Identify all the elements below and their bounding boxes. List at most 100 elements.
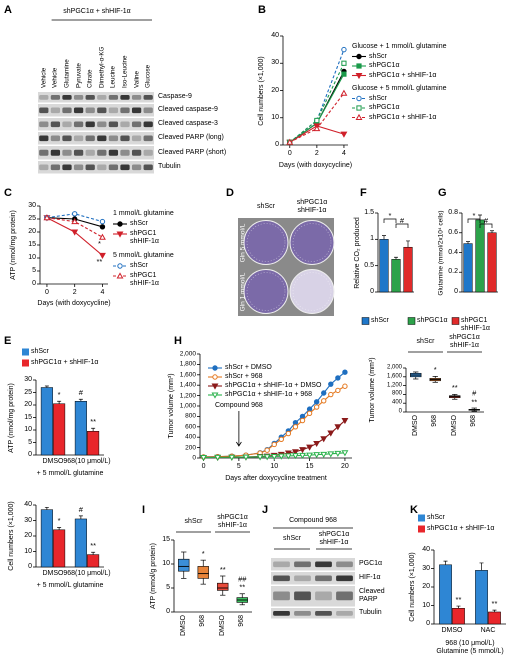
blot-band (85, 164, 95, 171)
x-tick-label: DMSO (42, 570, 64, 577)
plate (243, 220, 289, 265)
legend-title: 5 mmol/L glutamine (113, 252, 174, 259)
lane-label: Glutamine (63, 59, 71, 88)
y-tick-label: 0.4 (448, 248, 458, 256)
legend-title: 1 mmol/L glutamine (113, 210, 174, 217)
blot-band (131, 164, 142, 171)
marker (263, 454, 271, 461)
x-tick-label: 2 (72, 289, 77, 296)
blot-band (108, 149, 119, 156)
bar (463, 243, 473, 293)
lane-label: Vehicle (40, 67, 48, 88)
x-tick-label: DMSO (218, 615, 226, 636)
legend-label: shPGC1α + shHIF-1α (369, 71, 437, 79)
x-tick-label: 15 (305, 463, 314, 470)
significance: * (433, 365, 437, 375)
blot-strip (271, 572, 355, 585)
y-tick-label: 0.6 (448, 228, 458, 236)
significance: * (201, 548, 205, 558)
panel-label: A (4, 4, 12, 16)
marker (98, 252, 106, 260)
error-bar (382, 235, 386, 240)
marker (335, 375, 341, 381)
legend-label: shScr (427, 514, 445, 521)
blot-band (143, 107, 153, 114)
blot-band (50, 107, 61, 114)
error-bar (91, 551, 96, 555)
x-tick-label: 968 (238, 615, 246, 627)
y-tick-label: 200 (185, 443, 196, 451)
marker (342, 369, 348, 375)
marker (299, 447, 306, 454)
marker (313, 440, 321, 448)
blot-band (336, 561, 353, 568)
y-tick-label: 10 (24, 547, 32, 555)
blot-band (120, 95, 130, 100)
blot-band (131, 135, 142, 142)
significance: * (97, 238, 101, 248)
blot-band (39, 164, 49, 171)
column-label: shPGC1α shHIF-1α (296, 199, 328, 214)
y-tick-label: 10 (271, 113, 279, 121)
blot-band (97, 121, 107, 128)
significance: ** (90, 417, 97, 426)
row-label: Cleaved PARP (short) (158, 148, 227, 156)
panel-label: K (410, 504, 418, 516)
marker (340, 89, 348, 96)
marker (314, 117, 320, 124)
y-tick-label: 0 (192, 454, 196, 462)
legend-label: shScr (371, 317, 389, 324)
marker (335, 387, 341, 394)
y-tick-label: 15 (28, 241, 36, 248)
blot-band (336, 591, 353, 601)
y-tick-label: 10 (422, 601, 430, 609)
x-tick-label: 968 (431, 415, 439, 427)
x-tick-label: 0 (201, 463, 206, 470)
marker (313, 404, 320, 410)
y-tick-label: 20 (24, 401, 32, 408)
significance: ** (455, 594, 462, 604)
blot-band (62, 164, 72, 171)
error-bar (479, 562, 484, 571)
annotation-arrow (236, 411, 242, 447)
legend-label: shScr (369, 52, 387, 60)
error-bar (57, 400, 62, 404)
blot-band (73, 107, 84, 114)
y-tick-label: 30 (24, 516, 32, 524)
line (46, 213, 103, 223)
significance: * (472, 210, 476, 220)
blot-band (143, 164, 153, 171)
legend-marker (355, 73, 363, 80)
y-tick-label: 1.5 (364, 209, 374, 216)
legend-marker (355, 113, 363, 120)
x-tick-label: 2 (314, 150, 319, 157)
blot-band (39, 149, 49, 156)
blot-band (97, 95, 107, 100)
marker (321, 390, 327, 396)
bar (379, 239, 389, 293)
legend-label: shScr (130, 262, 148, 269)
lane-label: Pyruvate (74, 63, 82, 88)
y-tick-label: 0 (454, 288, 458, 295)
marker (284, 450, 292, 457)
bar (40, 387, 53, 456)
significance: ** (491, 598, 498, 608)
blot-band (50, 135, 61, 142)
error-bar (57, 527, 62, 530)
blot-band (73, 164, 84, 171)
column-label: shScr (257, 203, 275, 210)
error-bar (91, 427, 96, 432)
blot-band (294, 575, 311, 582)
lane-label: Citrate (86, 69, 94, 88)
marker (341, 71, 347, 77)
marker (256, 454, 264, 461)
legend-marker (356, 53, 362, 60)
x-tick-label: DMSO (441, 627, 463, 634)
marker (341, 60, 347, 66)
y-tick-label: 0 (28, 451, 32, 458)
row-label: HIF-1α (359, 574, 381, 581)
legend-swatch (22, 359, 29, 367)
marker (292, 424, 299, 430)
legend-swatch (451, 317, 460, 325)
